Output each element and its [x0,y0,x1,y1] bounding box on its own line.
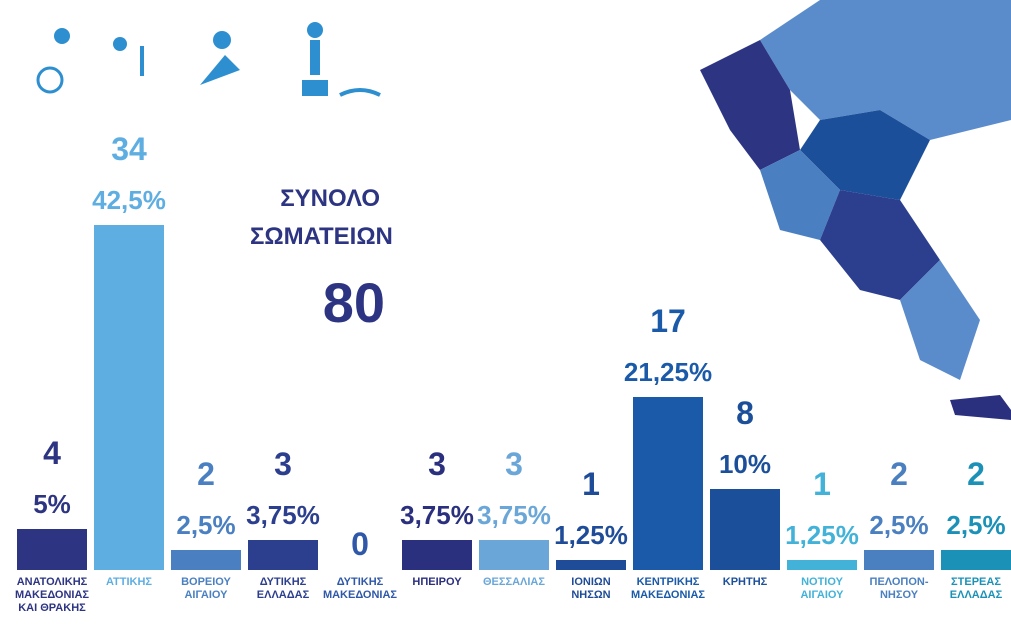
bar [633,397,703,570]
bar [556,559,626,570]
count-label: 1 [582,465,600,502]
sport-icons [36,22,381,97]
count-label: 3 [428,445,446,482]
percent-label: 3,75% [246,499,320,530]
category-label: ΗΠΕΙΡΟΥ [412,576,462,588]
percent-label: 10% [718,448,772,479]
count-label: 34 [111,130,147,167]
map-region [820,190,940,300]
bar [787,559,857,570]
bar [17,529,87,570]
percent-label: 3,75% [477,499,551,530]
map-region [760,0,1011,140]
map-region [900,260,980,380]
percent-label: 42,5% [92,184,166,215]
percent-label: 1,25% [554,519,628,550]
bar [710,488,780,570]
count-label: 4 [43,435,61,472]
category-label: ΑΤΤΙΚΗΣ [105,576,152,588]
count-label: 3 [505,445,523,482]
total-label: ΣΥΝΟΛΟ ΣΩΜΑΤΕΙΩΝ [250,185,393,250]
category-label: ΑΝΑΤΟΛΙΚΗΣ ΜΑΚΕΔΟΝΙΑΣ ΚΑΙ ΘΡΑΚΗΣ [14,576,90,614]
category-label: ΙΟΝΙΩΝ ΝΗΣΩΝ [571,576,611,601]
bar [248,539,318,570]
category-label: ΝΟΤΙΟΥ ΑΙΓΑΙΟΥ [800,576,844,601]
category-label: ΠΕΛΟΠΟΝ- ΝΗΣΟΥ [869,576,929,601]
bar [864,549,934,570]
count-label: 3 [274,445,292,482]
map-region [800,110,930,200]
category-label: ΒΟΡΕΙΟΥ ΑΙΓΑΙΟΥ [181,576,231,601]
map-region [950,395,1011,420]
count-label: 2 [967,455,985,492]
bar [94,224,164,570]
bar [941,549,1011,570]
count-label: 2 [197,455,215,492]
category-label: ΘΕΣΣΑΛΙΑΣ [483,576,545,588]
total-value: 80 [322,271,385,334]
category-label: ΣΤΕΡΕΑΣ ΕΛΛΑΔΑΣ [949,576,1003,601]
percent-label: 2,5% [176,509,236,540]
bar [171,549,241,570]
percent-label: 5% [33,489,71,520]
percent-label: 2,5% [869,509,929,540]
percent-label: 3,75% [400,499,474,530]
map-region [760,150,840,240]
category-label: ΚΕΝΤΡΙΚΗΣ ΜΑΚΕΔΟΝΙΑΣ [630,576,706,601]
category-label: ΔΥΤΙΚΗΣ ΜΑΚΕΔΟΝΙΑΣ [322,576,398,601]
count-label: 8 [736,394,754,431]
percent-label: 21,25% [623,357,713,388]
percent-label: 2,5% [946,509,1006,540]
percent-label: 1,25% [785,519,859,550]
count-label: 2 [890,455,908,492]
bar [479,539,549,570]
bar [402,539,472,570]
count-label: 17 [650,303,686,340]
category-label: ΔΥΤΙΚΗΣ ΕΛΛΑΔΑΣ [256,576,310,601]
count-label: 1 [813,465,831,502]
count-label: 0 [351,526,369,562]
map-region [700,40,800,170]
category-label: ΚΡΗΤΗΣ [722,576,768,588]
